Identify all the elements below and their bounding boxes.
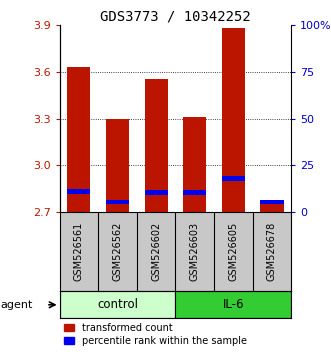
Bar xyxy=(183,117,206,212)
Title: GDS3773 / 10342252: GDS3773 / 10342252 xyxy=(100,10,251,24)
Bar xyxy=(260,205,284,212)
Text: GSM526605: GSM526605 xyxy=(228,222,238,281)
Bar xyxy=(67,67,90,212)
Text: GSM526562: GSM526562 xyxy=(113,222,122,281)
Bar xyxy=(222,28,245,212)
Bar xyxy=(106,119,129,212)
Text: agent: agent xyxy=(0,300,32,310)
Text: GSM526602: GSM526602 xyxy=(151,222,161,281)
Text: IL-6: IL-6 xyxy=(223,298,244,311)
Legend: transformed count, percentile rank within the sample: transformed count, percentile rank withi… xyxy=(65,323,247,346)
Bar xyxy=(183,190,206,195)
Text: GSM526603: GSM526603 xyxy=(190,222,200,281)
Text: GSM526561: GSM526561 xyxy=(74,222,84,281)
Bar xyxy=(60,291,175,318)
Text: GSM526678: GSM526678 xyxy=(267,222,277,281)
Text: control: control xyxy=(97,298,138,311)
Bar xyxy=(67,189,90,194)
Bar xyxy=(175,291,291,318)
Bar xyxy=(145,79,168,212)
Bar xyxy=(145,190,168,195)
Bar xyxy=(260,200,284,205)
Bar xyxy=(222,176,245,181)
Bar xyxy=(106,200,129,205)
